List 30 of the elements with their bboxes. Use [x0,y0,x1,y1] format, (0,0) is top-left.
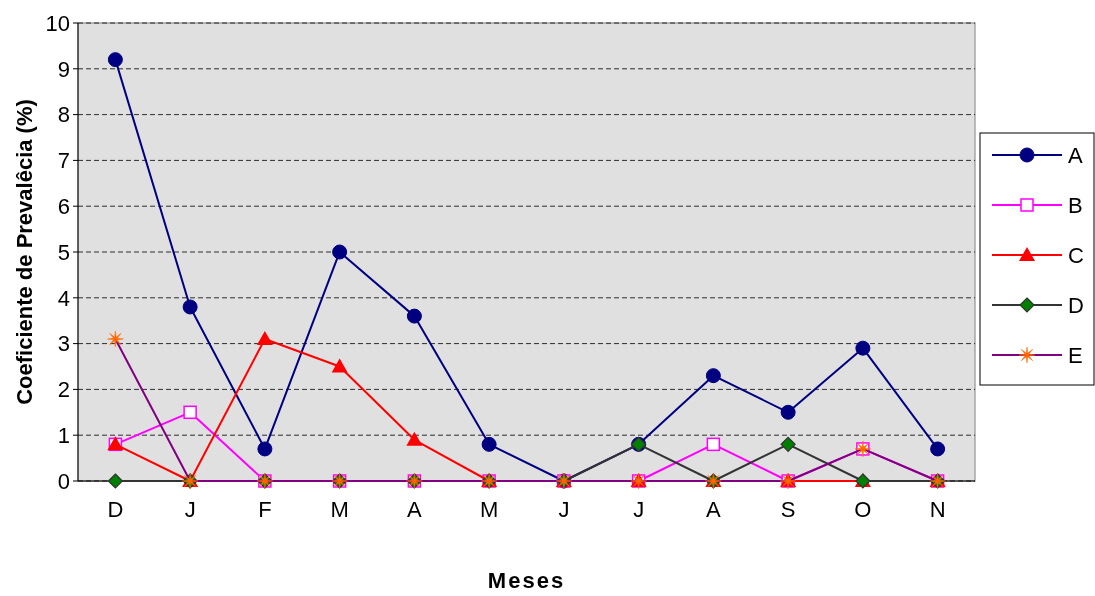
x-tick-label: N [929,497,946,522]
legend-label: E [1068,342,1083,368]
y-tick-label: 10 [45,10,70,36]
y-tick-label: 7 [57,148,70,174]
legend-label: D [1068,292,1084,318]
legend-label: B [1068,192,1083,218]
y-tick-label: 3 [57,331,70,357]
y-tick-label: 5 [57,239,70,265]
x-axis-title: Meses [487,568,566,593]
x-tick-label: J [558,497,570,522]
y-tick-label: 6 [57,193,70,219]
y-tick-label: 9 [57,56,70,82]
y-tick-label: 1 [57,422,70,448]
y-tick-label: 2 [57,377,70,403]
y-tick-label: 0 [57,468,70,494]
x-tick-label: M [479,497,499,522]
x-tick-label: O [854,497,872,522]
y-axis-title: Coeficiente de Prevalêcia (%) [12,99,37,405]
x-tick-label: D [107,497,124,522]
x-tick-label: J [184,497,196,522]
x-tick-label: A [407,497,423,522]
x-tick-label: A [706,497,722,522]
x-tick-label: M [330,497,349,522]
legend-label: C [1068,242,1084,268]
x-tick-label: J [633,497,645,522]
y-tick-label: 4 [57,285,70,311]
x-tick-label: F [258,497,272,522]
x-tick-label: S [780,497,796,522]
y-tick-label: 8 [57,102,70,128]
legend-label: A [1068,142,1083,168]
